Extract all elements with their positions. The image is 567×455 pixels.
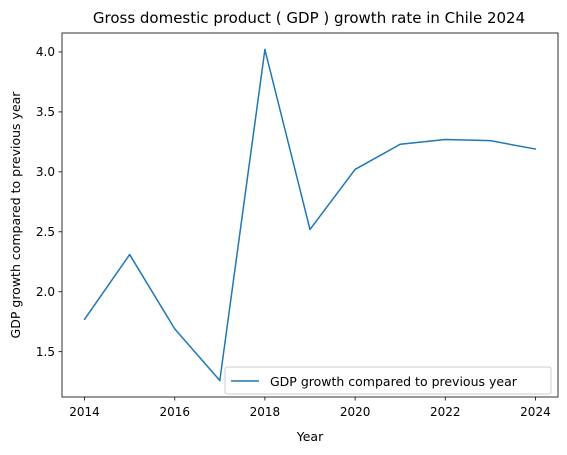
y-tick-label: 2.0 xyxy=(36,285,55,299)
data-point xyxy=(534,148,537,150)
data-point xyxy=(354,168,356,171)
x-axis-ticks: 2014 2016 2018 2020 2022 2024 xyxy=(69,397,551,419)
x-tick-label: 2016 xyxy=(159,405,190,419)
legend-label: GDP growth compared to previous year xyxy=(270,374,518,389)
y-tick-label: 3.0 xyxy=(36,165,55,179)
data-point xyxy=(219,379,221,382)
x-axis-label: Year xyxy=(296,429,324,444)
data-point xyxy=(309,228,311,231)
y-axis-label: GDP growth compared to previous year xyxy=(8,91,23,339)
x-tick-label: 2020 xyxy=(340,405,371,419)
x-tick-label: 2022 xyxy=(430,405,461,419)
plot-area xyxy=(61,32,559,398)
x-tick-label: 2014 xyxy=(69,405,100,419)
data-point xyxy=(173,328,176,330)
x-tick-label: 2018 xyxy=(250,405,281,419)
y-tick-label: 3.5 xyxy=(36,105,55,119)
data-point xyxy=(264,48,266,51)
data-point xyxy=(399,143,401,146)
chart-title: Gross domestic product ( GDP ) growth ra… xyxy=(93,9,525,27)
legend: GDP growth compared to previous year xyxy=(224,366,552,395)
x-tick-label: 2024 xyxy=(520,405,551,419)
y-tick-label: 4.0 xyxy=(36,45,55,59)
data-point xyxy=(83,318,86,321)
data-point xyxy=(489,139,492,142)
y-axis-ticks: 1.5 2.0 2.5 3.0 3.5 4.0 xyxy=(36,45,62,359)
data-point xyxy=(444,138,447,141)
y-tick-label: 2.5 xyxy=(36,225,55,239)
data-point xyxy=(128,253,131,256)
series-layer xyxy=(83,48,537,382)
y-tick-label: 1.5 xyxy=(36,345,55,359)
legend-box xyxy=(224,366,552,395)
